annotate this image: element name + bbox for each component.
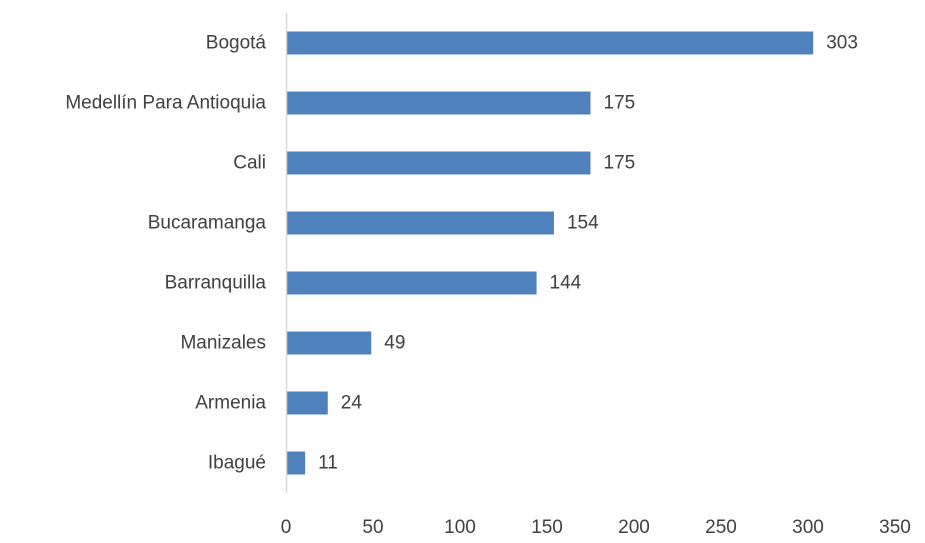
- category-label: Barranquilla: [165, 273, 267, 294]
- x-tick-label: 200: [618, 517, 650, 538]
- bar: [286, 151, 591, 175]
- x-tick-label: 150: [531, 517, 563, 538]
- bar: [286, 271, 537, 295]
- bars-layer: [286, 31, 814, 475]
- data-label: 24: [341, 393, 363, 414]
- bar: [286, 211, 554, 235]
- category-label: Manizales: [180, 333, 266, 354]
- data-label: 11: [318, 453, 338, 474]
- category-label: Armenia: [195, 393, 266, 414]
- x-tick-label: 0: [281, 517, 292, 538]
- data-label: 154: [567, 213, 599, 234]
- x-axis-ticks: 0 50 100 150 200 250 300 350: [281, 517, 911, 538]
- bar: [286, 331, 372, 355]
- category-label: Bogotá: [206, 33, 267, 54]
- bar: [286, 31, 814, 55]
- x-tick-label: 50: [362, 517, 383, 538]
- x-tick-label: 250: [705, 517, 737, 538]
- x-tick-label: 300: [792, 517, 824, 538]
- category-label: Medellín Para Antioquia: [65, 93, 266, 114]
- bar: [286, 451, 306, 475]
- bar: [286, 91, 591, 115]
- x-tick-label: 350: [879, 517, 911, 538]
- category-label: Bucaramanga: [148, 213, 267, 234]
- data-label: 175: [604, 153, 636, 174]
- data-label: 175: [604, 93, 636, 114]
- data-label: 49: [384, 333, 405, 354]
- category-label: Cali: [233, 153, 266, 174]
- value-labels: 303 175 175 154 144 49 24 11: [318, 33, 858, 474]
- bar: [286, 391, 328, 415]
- category-labels: Bogotá Medellín Para Antioquia Cali Bucaram…: [65, 33, 266, 474]
- data-label: 144: [550, 273, 582, 294]
- category-label: Ibagué: [208, 453, 266, 474]
- data-label: 303: [826, 33, 858, 54]
- x-tick-label: 100: [444, 517, 476, 538]
